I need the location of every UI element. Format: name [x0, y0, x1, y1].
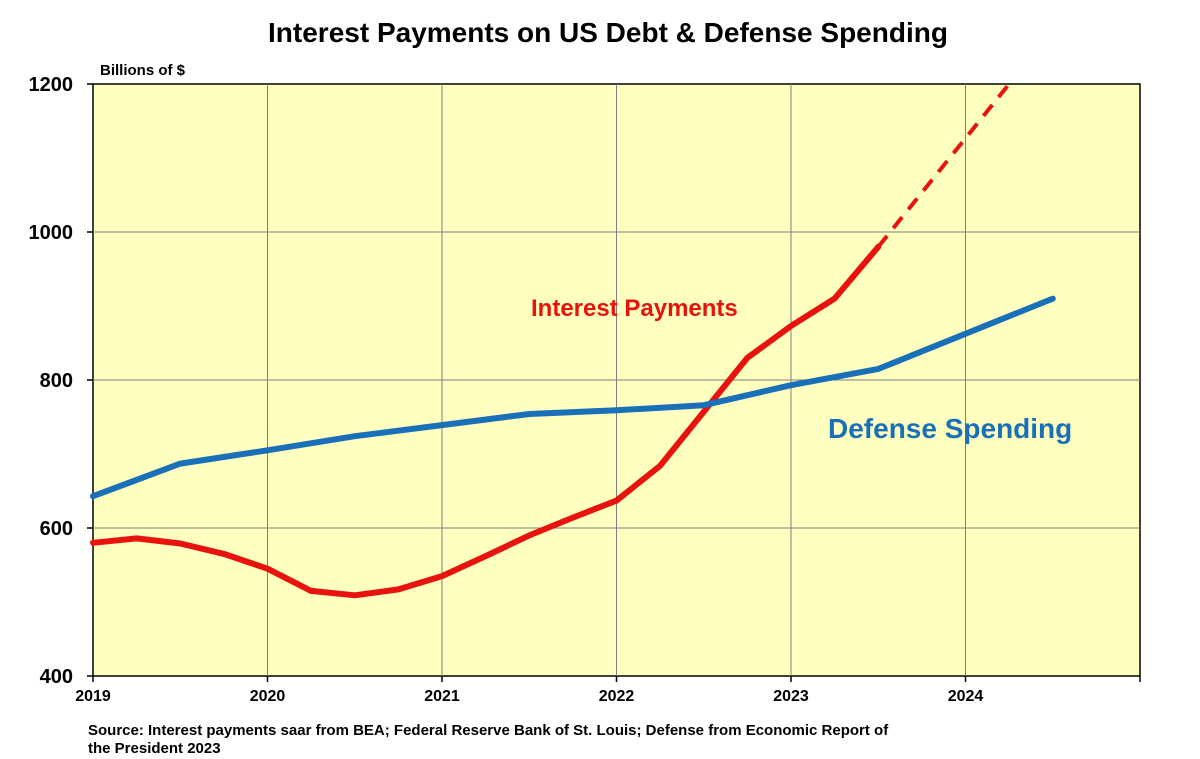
source-note-line-1: Source: Interest payments saar from BEA;…	[88, 722, 889, 739]
y-tick-label: 800	[40, 370, 73, 392]
x-tick-label: 2023	[773, 688, 809, 705]
interest-payments-label: Interest Payments	[531, 295, 738, 322]
defense-spending-label: Defense Spending	[828, 413, 1072, 444]
y-tick-label: 600	[40, 518, 73, 540]
interest-payments-projection-line	[876, 82, 1011, 249]
x-tick-label: 2022	[599, 688, 635, 705]
axes: 400 600 800 1000 1200 2019 2020 2021 2022 2023 202…	[29, 74, 1141, 705]
interest-payments-line	[90, 243, 882, 599]
defense-spending-line	[90, 295, 1056, 500]
x-tick-label: 2024	[948, 688, 984, 705]
x-tick-label: 2020	[250, 688, 286, 705]
x-tick-label: 2021	[424, 688, 460, 705]
gridlines	[93, 84, 1140, 676]
source-note-line-2: the President 2023	[88, 740, 221, 757]
series-labels: Interest Payments Defense Spending	[531, 295, 1072, 444]
y-tick-label: 1200	[29, 74, 74, 96]
x-tick-label: 2019	[75, 688, 111, 705]
chart-title: Interest Payments on US Debt & Defense S…	[268, 17, 948, 48]
y-tick-label: 1000	[29, 222, 74, 244]
series-lines	[90, 82, 1056, 599]
y-unit-label: Billions of $	[100, 62, 186, 79]
y-tick-label: 400	[40, 666, 73, 688]
